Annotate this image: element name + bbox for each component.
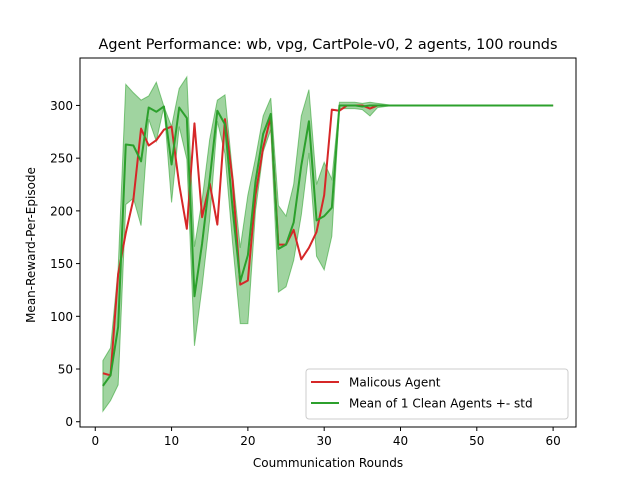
x-tick-label-20: 20 bbox=[240, 434, 255, 448]
plot-area bbox=[79, 57, 577, 428]
y-tick-label-100: 100 bbox=[50, 310, 73, 324]
x-tick-label-0: 0 bbox=[91, 434, 99, 448]
y-tick-label-200: 200 bbox=[50, 204, 73, 218]
legend-label-0: Malicous Agent bbox=[349, 376, 441, 390]
y-tick-label-250: 250 bbox=[50, 152, 73, 166]
y-tick-label-0: 0 bbox=[65, 415, 73, 429]
x-tick-label-60: 60 bbox=[545, 434, 560, 448]
y-tick-label-300: 300 bbox=[50, 99, 73, 113]
legend-box bbox=[305, 368, 569, 420]
series-line-1 bbox=[102, 104, 554, 387]
x-tick-label-50: 50 bbox=[469, 434, 484, 448]
x-tick-label-30: 30 bbox=[317, 434, 332, 448]
x-axis-label: Coummunication Rounds bbox=[253, 456, 403, 470]
chart-title: Agent Performance: wb, vpg, CartPole-v0,… bbox=[99, 37, 558, 53]
y-axis: 0 50 100 150 200 250 300 bbox=[50, 99, 80, 429]
x-axis: 0 10 20 30 40 50 60 bbox=[91, 427, 561, 448]
plot-frame bbox=[79, 57, 577, 428]
x-tick-label-40: 40 bbox=[393, 434, 408, 448]
y-axis-label: Mean-Reward-Per-Episode bbox=[24, 167, 38, 323]
legend: Malicous Agent Mean of 1 Clean Agents +- … bbox=[305, 368, 569, 420]
y-tick-label-50: 50 bbox=[58, 363, 73, 377]
y-tick-label-150: 150 bbox=[50, 257, 73, 271]
legend-label-1: Mean of 1 Clean Agents +- std bbox=[349, 397, 533, 411]
x-tick-label-10: 10 bbox=[164, 434, 179, 448]
